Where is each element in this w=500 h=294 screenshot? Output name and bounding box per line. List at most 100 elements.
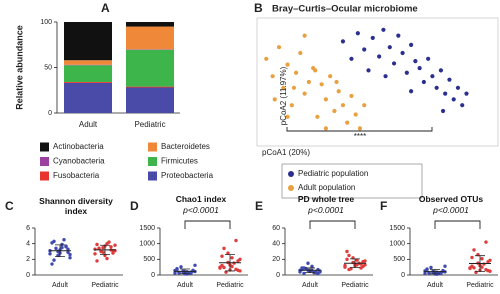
legend-label: Pediatric population <box>298 169 368 178</box>
data-point <box>361 259 365 264</box>
y-tick-label: 50 <box>44 64 52 71</box>
data-point <box>68 256 72 260</box>
legend-swatch <box>148 142 157 152</box>
legend-label: Adult population <box>298 183 355 192</box>
y-tick-label: 40 <box>272 241 280 248</box>
annotation: **** <box>354 132 366 141</box>
data-point <box>66 247 70 251</box>
chart-subtitle: p<0.0001 <box>308 205 344 215</box>
sd-bar <box>180 268 190 275</box>
legend-box <box>281 163 423 199</box>
scatter-point <box>340 39 346 44</box>
scatter-point <box>281 85 286 90</box>
scatter-point <box>370 35 375 41</box>
y-tick-label: 4 <box>26 241 30 248</box>
scatter-point <box>464 91 469 96</box>
data-point <box>486 260 490 264</box>
scatter-point <box>336 89 341 94</box>
data-point <box>224 270 228 274</box>
data-point <box>173 271 177 275</box>
sd-bar <box>55 244 65 257</box>
data-point <box>218 266 222 270</box>
scatter-point <box>328 74 333 79</box>
data-point <box>310 264 314 269</box>
data-point <box>347 267 351 272</box>
scatter-point <box>387 45 392 50</box>
sd-bar <box>430 269 440 275</box>
scatter-point <box>349 56 354 61</box>
x-tick-label: Pediatric <box>341 282 369 289</box>
scatter-point <box>400 50 405 56</box>
scatter-point <box>340 103 346 108</box>
data-point <box>179 265 183 269</box>
y-tick-label: 100 <box>40 19 52 26</box>
legend-label: Fusobacteria <box>53 171 100 180</box>
data-point <box>193 263 197 267</box>
scatter-point <box>289 103 294 108</box>
y-tick-label: 0 <box>48 110 52 117</box>
scatter-point <box>460 103 465 108</box>
scatter-point <box>272 97 277 102</box>
scatter-point <box>345 120 350 125</box>
data-point <box>230 264 234 269</box>
data-point <box>429 265 433 270</box>
data-point <box>52 239 56 244</box>
sd-bar <box>305 267 315 274</box>
data-point <box>62 238 66 242</box>
scatter-point <box>381 27 386 32</box>
data-point <box>105 241 109 246</box>
legend-label: Firmicutes <box>161 157 198 166</box>
y-tick-label: 6 <box>26 225 30 232</box>
scatter-point <box>443 91 448 96</box>
scatter-point <box>377 54 382 59</box>
data-point <box>236 259 240 263</box>
x-tick-label: Pediatric <box>216 282 244 289</box>
y-tick-label: 1500 <box>139 225 155 232</box>
y-tick-label: 0 <box>276 272 280 279</box>
scatter-point <box>362 47 367 52</box>
scatter-point <box>264 56 269 61</box>
scatter-point <box>447 77 452 82</box>
data-point <box>189 271 193 275</box>
legend-swatch <box>148 157 157 166</box>
data-point <box>48 252 52 256</box>
legend-swatch <box>40 142 49 152</box>
data-point <box>177 271 181 275</box>
x-tick-label: Adult <box>427 282 443 289</box>
sd-bar <box>100 244 110 256</box>
legend-swatch <box>40 171 49 181</box>
data-point <box>302 266 306 270</box>
data-point <box>435 270 439 274</box>
scatter-point <box>413 59 418 64</box>
significance-bracket <box>309 220 356 229</box>
scatter-point <box>332 108 337 114</box>
chart-title: Bray–Curtis–Ocular microbiome <box>272 4 418 15</box>
significance-bracket <box>286 127 433 132</box>
x-tick-label: Adult <box>177 282 193 289</box>
scatter-point <box>451 97 456 102</box>
scatter-point <box>306 79 311 85</box>
data-point <box>443 264 447 268</box>
data-point <box>306 261 310 265</box>
scatter-point <box>302 33 307 38</box>
data-point <box>468 266 472 271</box>
scatter-point <box>455 85 461 90</box>
bar-segment <box>64 82 112 113</box>
data-point <box>480 257 484 261</box>
data-point <box>347 253 351 258</box>
scatter-point <box>438 68 444 73</box>
data-point <box>230 256 234 260</box>
legend-swatch <box>40 157 49 166</box>
legend-label: Bacteroidetes <box>161 142 210 151</box>
scatter-point <box>426 56 431 61</box>
data-point <box>105 256 109 261</box>
scatter-point <box>298 50 303 56</box>
data-point <box>175 267 179 272</box>
y-tick-label: 1000 <box>389 241 405 248</box>
scatter-point <box>396 33 401 38</box>
sd-bar <box>225 254 235 272</box>
bar-segment <box>126 22 174 27</box>
data-point <box>52 258 56 262</box>
data-point <box>480 265 484 269</box>
